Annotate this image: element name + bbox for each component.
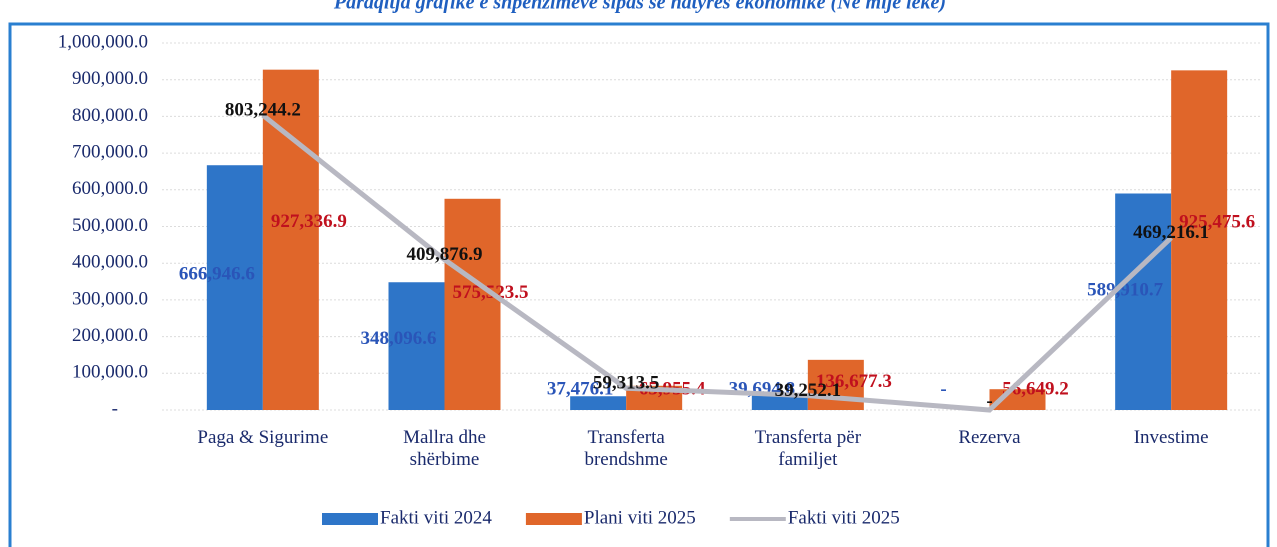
data-label: 37,476.1 (547, 378, 614, 399)
y-tick-label: 200,000.0 (72, 325, 148, 346)
data-label: 59,313.5 (593, 373, 660, 394)
legend-swatch (525, 513, 582, 525)
data-label: 39,252.1 (775, 380, 842, 401)
data-label: 925,475.6 (1179, 212, 1255, 233)
chart-frame (8, 22, 1270, 547)
y-tick-label: 100,000.0 (72, 362, 148, 383)
bar (1171, 70, 1228, 410)
data-label: 589,910.7 (1087, 279, 1164, 300)
x-tick-label: Paga & Sigurime (197, 427, 329, 448)
legend-label: Fakti viti 2024 (380, 507, 492, 528)
y-tick-label: 1,000,000.0 (58, 31, 148, 52)
bar (388, 282, 445, 410)
line (261, 113, 1173, 413)
bar (1115, 193, 1172, 410)
bar (262, 69, 319, 410)
x-tick-label: Rezerva (958, 427, 1021, 448)
data-label: 136,677.3 (816, 371, 892, 392)
legend-swatch (322, 513, 378, 525)
x-tick-label: Transferta për familjet (754, 427, 862, 470)
x-tick-label: Investime (1133, 427, 1209, 448)
x-tick-label: Transferta brendshme (584, 427, 668, 470)
bar (751, 395, 808, 410)
y-tick-label: 700,000.0 (72, 141, 148, 162)
data-label: - (986, 390, 992, 411)
y-tick-label: 800,000.0 (72, 105, 148, 126)
bar (444, 198, 501, 410)
y-tick-label: 400,000.0 (72, 252, 148, 273)
bar (206, 165, 263, 410)
data-label: 927,336.9 (271, 211, 347, 232)
bar (570, 396, 627, 410)
y-tick-label: 600,000.0 (72, 178, 148, 199)
data-label: 348,096.6 (361, 328, 437, 349)
y-tick-label: 300,000.0 (72, 288, 148, 309)
data-label: 803,244.2 (225, 100, 301, 121)
x-tick-label: Mallra dhe shërbime (403, 427, 486, 470)
y-tick-label: - (112, 398, 118, 419)
legend-label: Plani viti 2025 (584, 507, 696, 528)
y-tick-label: 900,000.0 (72, 68, 148, 89)
data-label: 409,876.9 (407, 244, 483, 265)
data-label: - (940, 378, 946, 399)
data-label: 666,946.6 (179, 264, 255, 285)
data-label: 469,216.1 (1133, 222, 1209, 243)
legend-label: Fakti viti 2025 (788, 507, 900, 528)
y-tick-label: 500,000.0 (72, 215, 148, 236)
chart-title: Paraqitja grafike e shpenzimeve sipas së… (333, 0, 946, 14)
